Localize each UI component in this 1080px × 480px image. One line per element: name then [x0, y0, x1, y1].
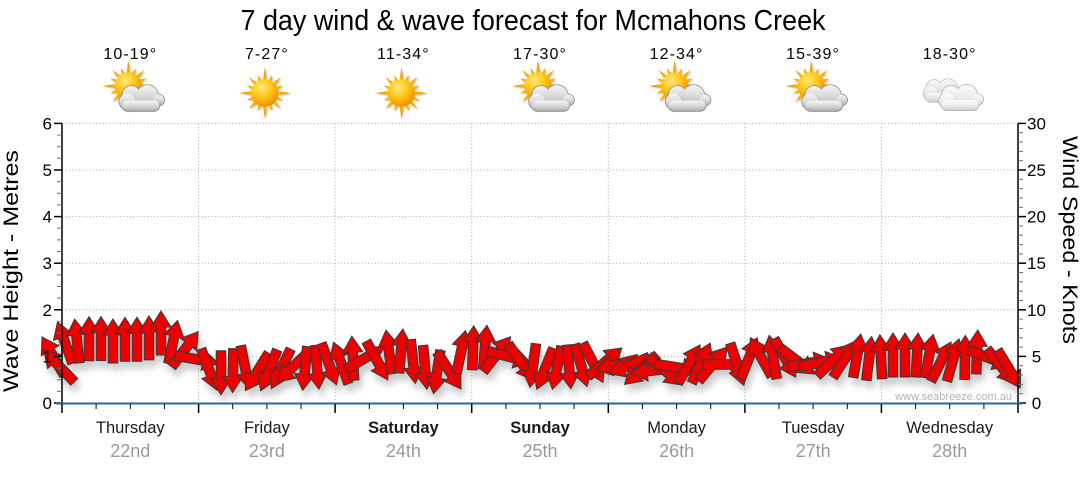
- svg-text:Friday: Friday: [244, 419, 291, 437]
- svg-text:Wave Height - Metres: Wave Height - Metres: [0, 150, 23, 392]
- svg-text:15: 15: [1027, 254, 1046, 273]
- svg-text:Saturday: Saturday: [368, 419, 439, 437]
- svg-text:Tuesday: Tuesday: [782, 419, 845, 437]
- svg-text:Monday: Monday: [647, 419, 706, 437]
- svg-text:27th: 27th: [796, 441, 831, 461]
- svg-text:0: 0: [1032, 394, 1041, 413]
- svg-text:7 day wind & wave forecast for: 7 day wind & wave forecast for Mcmahons …: [241, 5, 826, 37]
- svg-text:5: 5: [43, 161, 52, 180]
- svg-text:5: 5: [1032, 347, 1041, 366]
- svg-text:6: 6: [43, 114, 52, 133]
- svg-text:28th: 28th: [932, 441, 967, 461]
- svg-text:17-30°: 17-30°: [513, 46, 567, 63]
- svg-text:Thursday: Thursday: [96, 419, 166, 437]
- svg-text:11-34°: 11-34°: [377, 46, 430, 63]
- svg-text:Sunday: Sunday: [510, 419, 570, 437]
- svg-text:1: 1: [43, 347, 52, 366]
- svg-text:20: 20: [1027, 208, 1046, 227]
- svg-text:Wind Speed - Knots: Wind Speed - Knots: [1058, 136, 1080, 344]
- svg-text:12-34°: 12-34°: [650, 46, 704, 63]
- svg-text:25th: 25th: [522, 441, 557, 461]
- svg-text:0: 0: [43, 394, 52, 413]
- svg-text:15-39°: 15-39°: [786, 46, 840, 63]
- svg-text:22nd: 22nd: [110, 441, 150, 461]
- svg-text:25: 25: [1027, 161, 1046, 180]
- svg-text:www.seabreeze.com.au: www.seabreeze.com.au: [894, 391, 1012, 403]
- svg-text:7-27°: 7-27°: [245, 46, 289, 63]
- svg-text:26th: 26th: [659, 441, 694, 461]
- svg-text:4: 4: [43, 208, 52, 227]
- svg-text:3: 3: [43, 254, 52, 273]
- svg-text:10: 10: [1027, 301, 1046, 320]
- svg-text:18-30°: 18-30°: [923, 46, 977, 63]
- svg-text:30: 30: [1027, 114, 1046, 133]
- svg-text:2: 2: [43, 301, 52, 320]
- svg-text:24th: 24th: [386, 441, 421, 461]
- svg-text:23rd: 23rd: [249, 441, 285, 461]
- svg-text:Wednesday: Wednesday: [906, 419, 994, 437]
- svg-text:10-19°: 10-19°: [103, 46, 157, 63]
